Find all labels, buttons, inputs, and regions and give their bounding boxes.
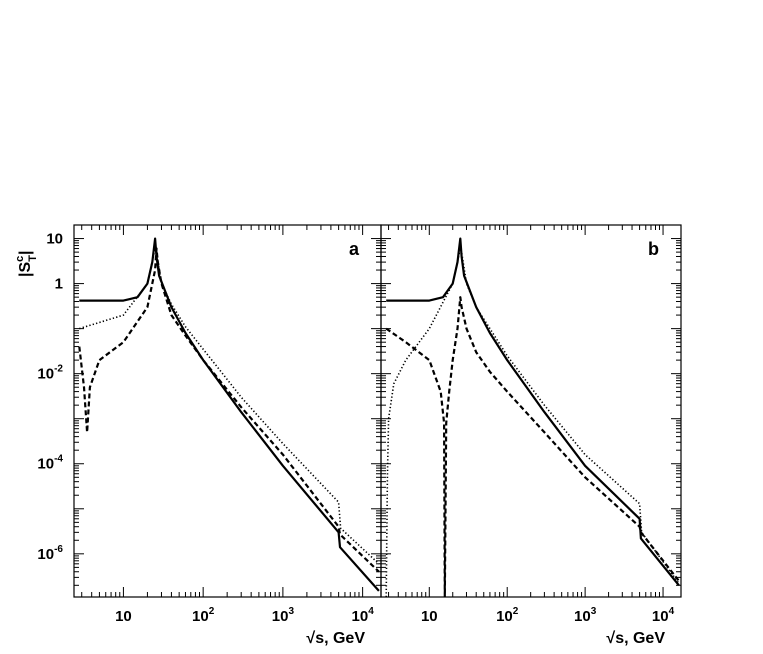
y-tick-label: 10 xyxy=(46,231,63,248)
panel-a: 10 102 103 104 10 1 10-2 10-4 10-6 a √s, GeV |ScT| xyxy=(14,224,382,647)
x-tick-label: 103 xyxy=(574,606,597,625)
x-tick-label: 10 xyxy=(115,608,132,625)
y-tick-label: 10-2 xyxy=(37,364,63,383)
x-tick-label: 103 xyxy=(272,606,295,625)
series-line-solid xyxy=(386,237,680,586)
x-tick-label: 10 xyxy=(421,608,438,625)
x-tick-label: 102 xyxy=(192,606,215,625)
series-group xyxy=(385,237,680,597)
series-line-dotted xyxy=(79,247,380,565)
x-tick-label: 104 xyxy=(352,606,375,625)
x-axis-label: √s, GeV xyxy=(606,630,665,647)
series-line-dotted xyxy=(385,247,680,597)
x-tick-label: 104 xyxy=(652,606,675,625)
series-line-dashed xyxy=(78,247,380,573)
series-line-solid xyxy=(79,237,380,592)
x-axis-label: √s, GeV xyxy=(306,630,365,647)
y-tick-label: 10-4 xyxy=(37,454,63,473)
x-tick-label: 102 xyxy=(496,606,519,625)
panel-letter: a xyxy=(349,239,360,259)
panel-b: 10 102 103 104 b √s, GeV xyxy=(380,224,682,647)
y-tick-label: 1 xyxy=(55,276,63,293)
series-group xyxy=(78,237,380,592)
plot-frame xyxy=(380,224,682,598)
y-axis-label: |ScT| xyxy=(14,251,39,278)
plot-frame xyxy=(73,224,382,598)
series-line-dashed xyxy=(385,296,680,597)
y-tick-label: 10-6 xyxy=(37,544,63,563)
panel-letter: b xyxy=(648,239,659,259)
